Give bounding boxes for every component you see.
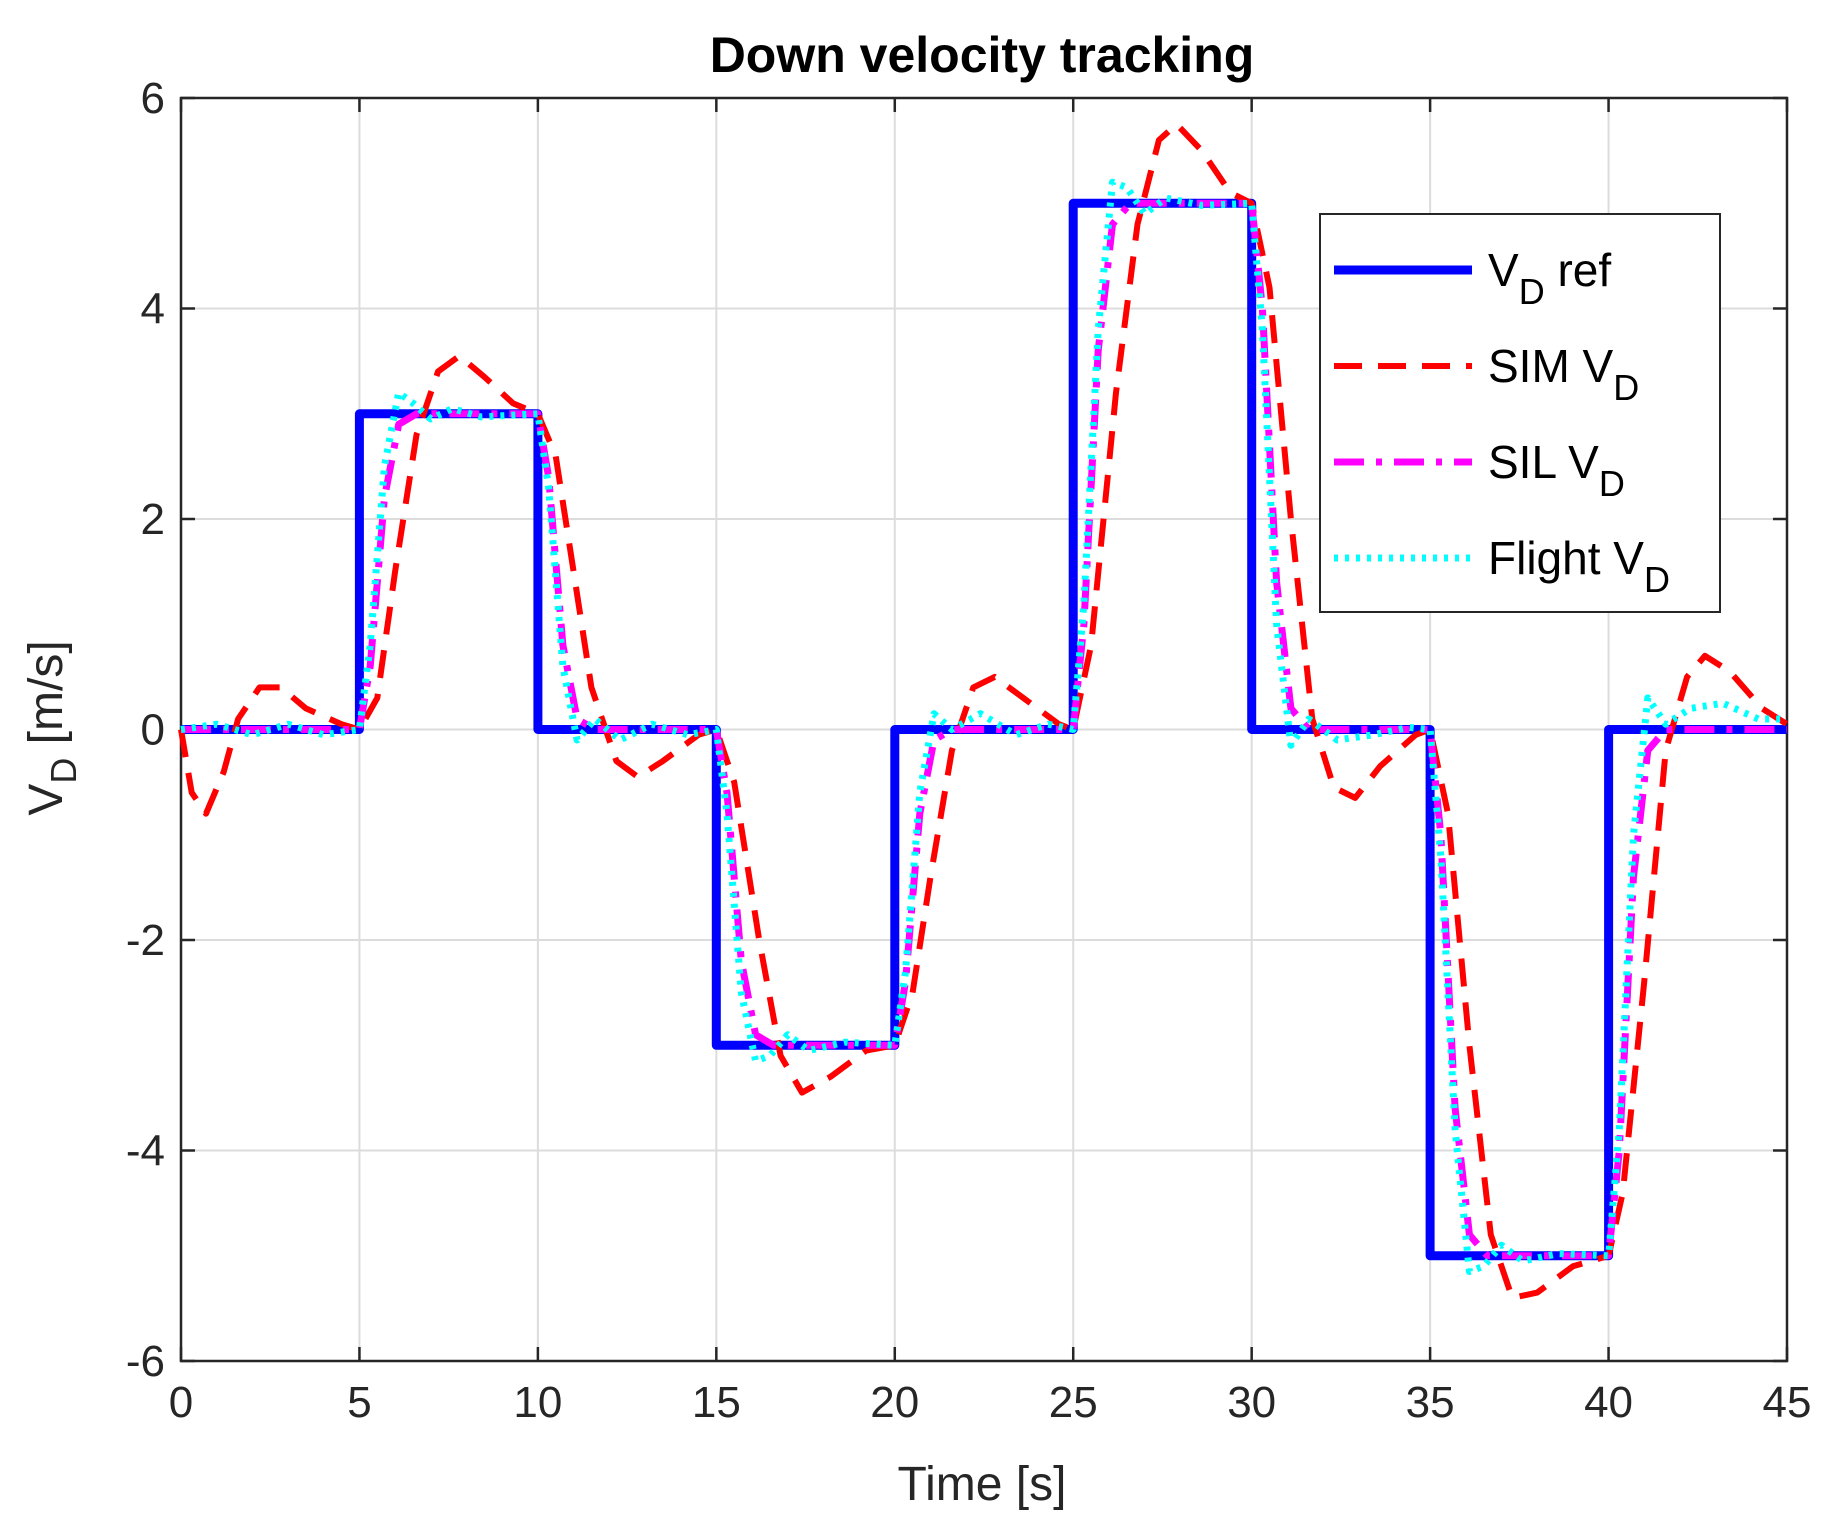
legend-label-2: SIL VD xyxy=(1488,436,1625,504)
x-tick-label: 35 xyxy=(1406,1378,1455,1427)
series-line-3 xyxy=(180,178,1787,1275)
x-tick-label: 20 xyxy=(870,1378,919,1427)
legend-label-sub: D xyxy=(1599,463,1625,504)
y-axis-label-rest: [m/s] xyxy=(20,640,73,757)
y-tick-labels: -6 -4 -2 0 2 4 6 xyxy=(126,74,165,1386)
x-tick-label: 45 xyxy=(1763,1378,1812,1427)
y-tick-label: 4 xyxy=(141,285,165,334)
x-tick-label: 30 xyxy=(1227,1378,1276,1427)
legend-label-main: Flight V xyxy=(1488,532,1644,584)
x-tick-labels: 0 5 10 15 20 25 30 35 40 45 xyxy=(169,1378,1812,1427)
legend-label-0: VD ref xyxy=(1488,244,1611,312)
legend-label-main: SIM V xyxy=(1488,340,1614,392)
y-axis-label: VD [m/s] xyxy=(20,640,84,815)
axis-ticks xyxy=(179,96,1789,1363)
y-tick-label: -6 xyxy=(126,1337,165,1386)
series-lines xyxy=(178,121,1789,1301)
legend-label-main: SIL V xyxy=(1488,436,1599,488)
x-tick-label: 15 xyxy=(692,1378,741,1427)
y-tick-label: 6 xyxy=(141,74,165,123)
y-tick-label: 2 xyxy=(141,495,165,544)
legend-label-sub: D xyxy=(1644,559,1670,600)
chart-title: Down velocity tracking xyxy=(710,27,1255,83)
x-axis-label: Time [s] xyxy=(898,1458,1067,1511)
y-tick-label: -4 xyxy=(126,1127,165,1176)
legend-label-main: V xyxy=(1488,244,1519,296)
legend-label-sub: D xyxy=(1519,271,1545,312)
y-tick-label: -2 xyxy=(126,916,165,965)
y-tick-label: 0 xyxy=(141,706,165,755)
legend-label-3: Flight VD xyxy=(1488,532,1670,600)
legend-label-rest: ref xyxy=(1545,244,1612,296)
legend-label-1: SIM VD xyxy=(1488,340,1639,408)
y-axis-label-main: V xyxy=(20,784,73,816)
y-axis-label-sub: D xyxy=(43,758,84,784)
legend-box xyxy=(1319,213,1721,613)
x-tick-label: 40 xyxy=(1584,1378,1633,1427)
x-tick-label: 0 xyxy=(169,1378,193,1427)
legend-label-sub: D xyxy=(1613,367,1639,408)
series-line-1 xyxy=(178,121,1789,1301)
x-tick-label: 5 xyxy=(347,1378,371,1427)
x-tick-label: 10 xyxy=(513,1378,562,1427)
x-tick-label: 25 xyxy=(1049,1378,1098,1427)
